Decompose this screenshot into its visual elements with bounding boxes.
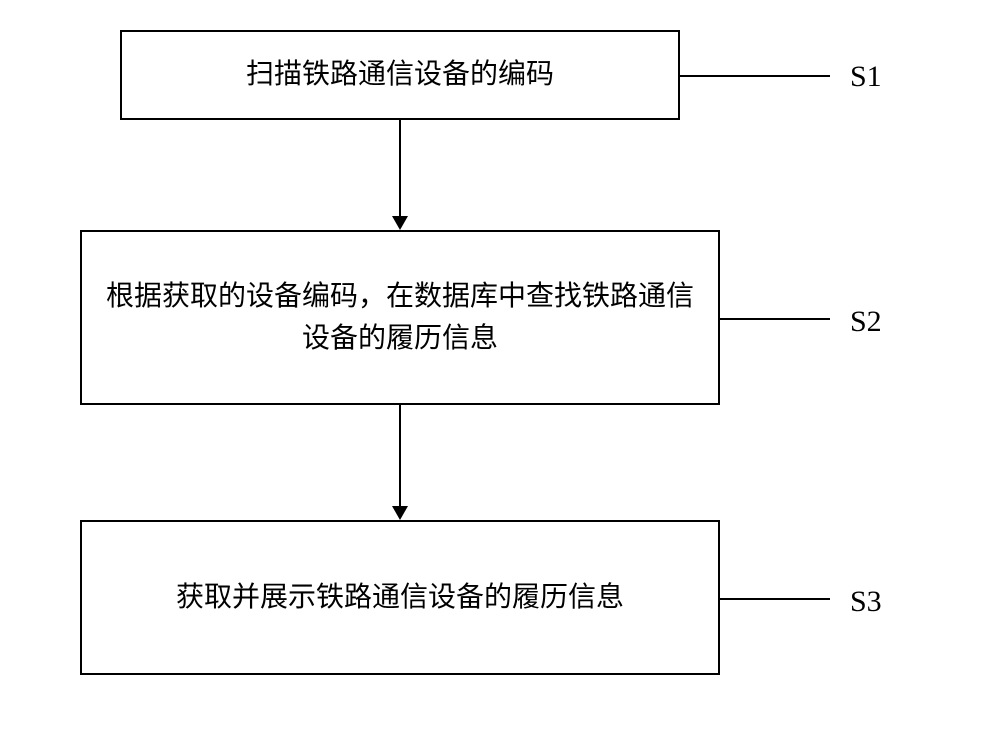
step-text-s2: 根据获取的设备编码，在数据库中查找铁路通信设备的履历信息	[102, 276, 698, 360]
arrow-line-1	[399, 120, 401, 216]
arrow-head-2	[392, 506, 408, 520]
step-label-s3: S3	[850, 585, 882, 619]
connector-s2	[720, 318, 830, 320]
arrow-line-2	[399, 405, 401, 506]
step-box-s3: 获取并展示铁路通信设备的履历信息	[80, 520, 720, 675]
connector-s3	[720, 598, 830, 600]
step-box-s2: 根据获取的设备编码，在数据库中查找铁路通信设备的履历信息	[80, 230, 720, 405]
step-text-s1: 扫描铁路通信设备的编码	[246, 54, 554, 96]
step-box-s1: 扫描铁路通信设备的编码	[120, 30, 680, 120]
arrow-head-1	[392, 216, 408, 230]
connector-s1	[680, 75, 830, 77]
step-label-s2: S2	[850, 305, 882, 339]
step-label-s1: S1	[850, 60, 882, 94]
step-text-s3: 获取并展示铁路通信设备的履历信息	[176, 577, 624, 619]
